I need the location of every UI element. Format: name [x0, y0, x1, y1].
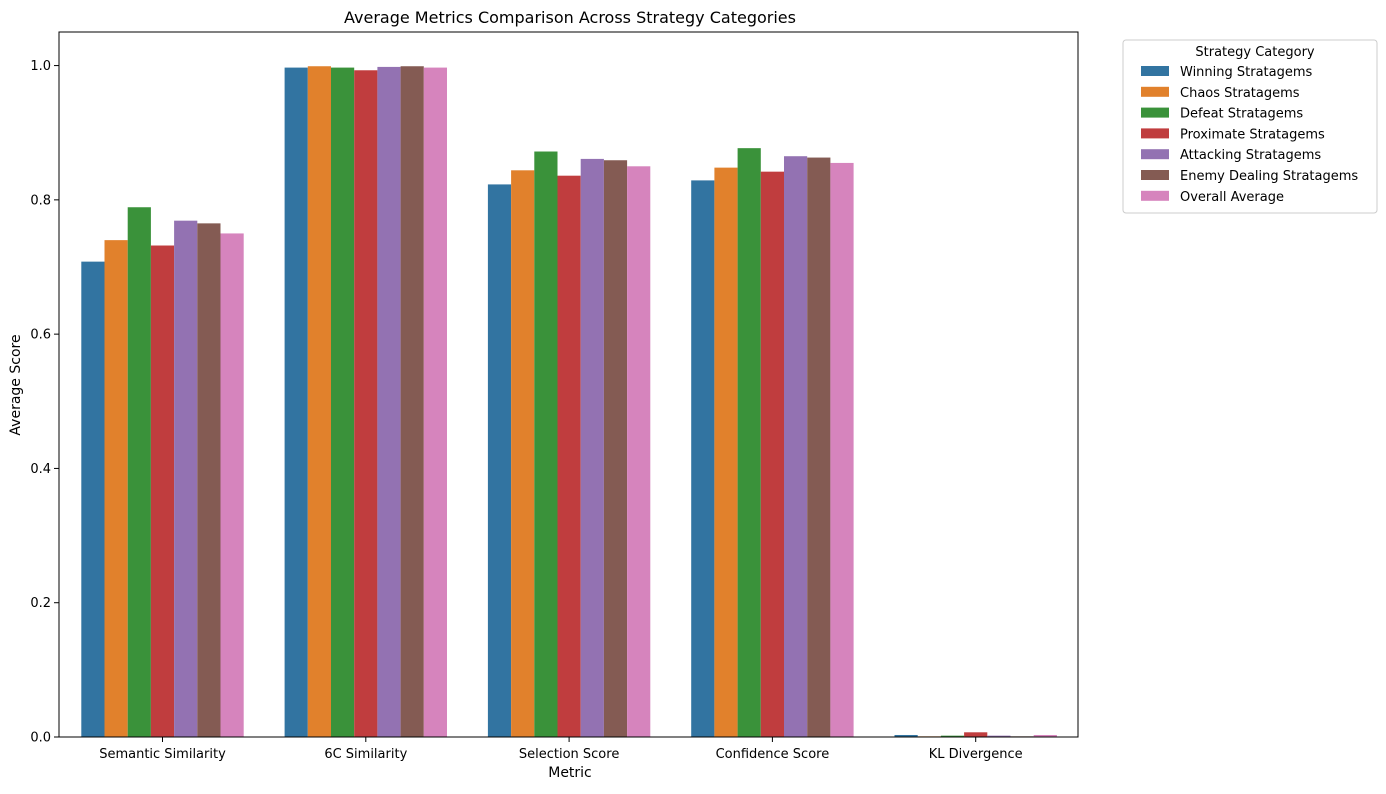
bar	[580, 158, 604, 737]
y-tick-label: 0.6	[30, 328, 51, 343]
legend-label: Enemy Dealing Stratagems	[1180, 169, 1358, 184]
bar	[987, 735, 1011, 737]
bar	[940, 735, 965, 737]
legend-label: Overall Average	[1180, 190, 1284, 205]
bar	[423, 67, 447, 738]
bar	[197, 223, 221, 738]
bar	[964, 732, 988, 737]
bar	[830, 162, 854, 737]
x-tick-label: Confidence Score	[716, 747, 830, 762]
bar	[603, 160, 628, 738]
x-tick-label: Semantic Similarity	[99, 747, 226, 762]
bar	[284, 67, 308, 738]
bar	[377, 66, 401, 737]
legend-items: Winning Stratagems Chaos Stratagems Defeat…	[1141, 65, 1358, 205]
x-tick-label: Selection Score	[519, 747, 619, 762]
x-tick-label: KL Divergence	[929, 747, 1023, 762]
y-tick-label: 0.8	[30, 193, 51, 208]
legend-label: Chaos Stratagems	[1180, 86, 1300, 101]
bar	[354, 70, 378, 737]
legend-swatch	[1141, 170, 1169, 180]
legend-label: Proximate Stratagems	[1180, 127, 1325, 142]
x-tick-label: 6C Similarity	[324, 747, 407, 762]
plot-frame	[58, 31, 1079, 738]
bar	[511, 170, 535, 737]
legend: Strategy Category Winning Stratagems Chao…	[1122, 39, 1378, 214]
bar	[307, 66, 331, 738]
y-axis-label: Average Score	[8, 334, 24, 435]
bar	[714, 167, 738, 737]
legend-swatch	[1141, 149, 1169, 160]
bar	[220, 233, 244, 737]
bar	[691, 180, 715, 737]
bar	[331, 67, 355, 738]
bar	[534, 151, 558, 737]
bar	[627, 166, 651, 738]
bar	[760, 171, 784, 737]
bar	[737, 148, 761, 737]
legend-label: Winning Stratagems	[1180, 65, 1313, 80]
y-axis: 0.0 0.2 0.4 0.6 0.8 1.0	[30, 59, 59, 746]
legend-swatch	[1141, 66, 1169, 76]
bar	[174, 220, 198, 738]
x-axis-label: Metric	[548, 765, 592, 781]
legend-title: Strategy Category	[1195, 45, 1315, 60]
legend-label: Attacking Stratagems	[1180, 148, 1321, 163]
y-tick-label: 0.4	[30, 462, 51, 477]
bar	[784, 156, 808, 737]
bar	[557, 175, 581, 737]
legend-swatch	[1141, 128, 1169, 139]
y-tick-label: 0.0	[30, 731, 51, 746]
legend-swatch	[1141, 86, 1169, 97]
legend-label: Defeat Stratagems	[1180, 107, 1303, 122]
bar	[894, 734, 918, 737]
bar	[127, 207, 151, 738]
legend-swatch	[1141, 107, 1169, 118]
chart-title: Average Metrics Comparison Across Strate…	[344, 8, 796, 27]
bar	[150, 245, 175, 737]
bar	[487, 184, 512, 737]
x-axis: Semantic Similarity 6C Similarity Selectio…	[99, 737, 1023, 762]
bars-layer	[81, 66, 1057, 738]
bar	[81, 261, 105, 737]
bar	[400, 66, 424, 738]
bar	[1033, 734, 1057, 737]
legend-swatch	[1141, 190, 1169, 201]
bar	[104, 240, 128, 737]
y-tick-label: 0.2	[30, 596, 51, 611]
y-tick-label: 1.0	[30, 59, 51, 74]
legend-frame	[1122, 39, 1378, 214]
bar	[807, 157, 831, 737]
